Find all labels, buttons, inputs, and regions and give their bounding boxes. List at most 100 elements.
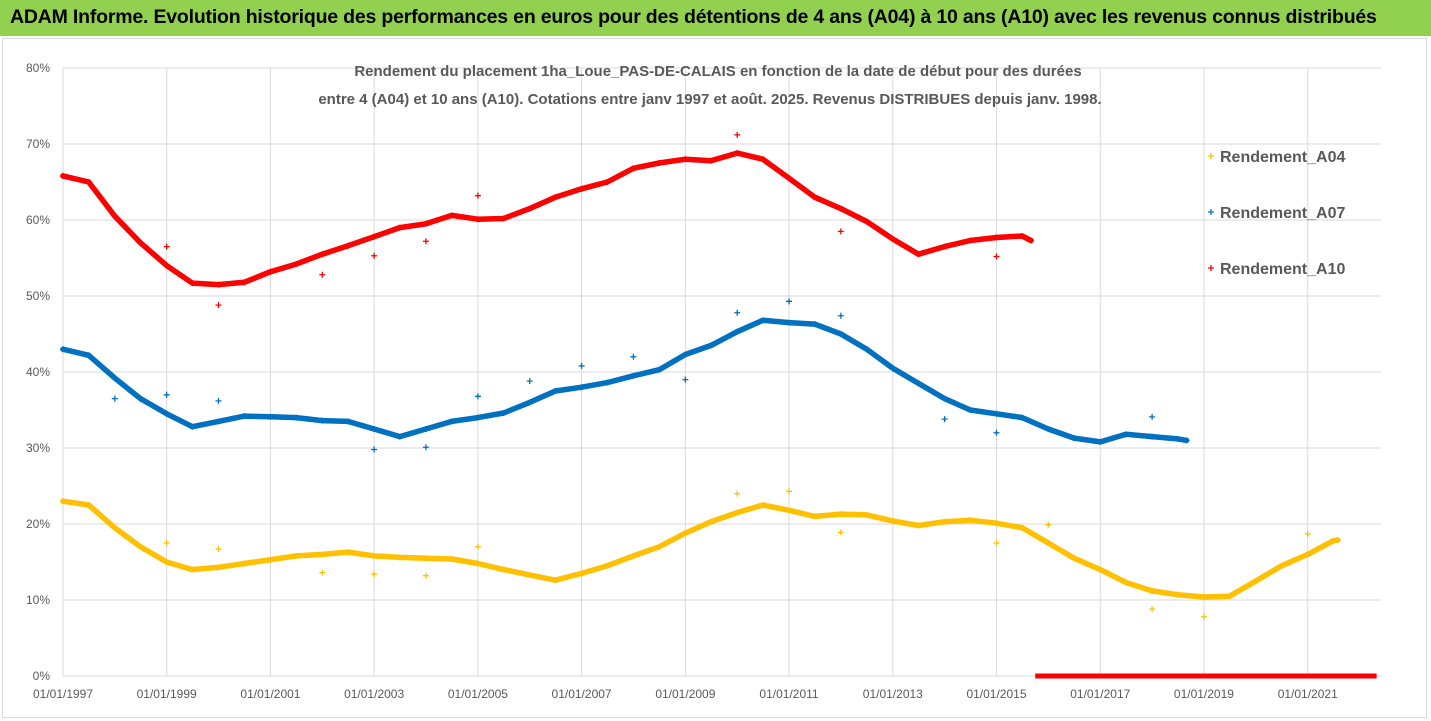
chart-frame	[2, 38, 1427, 718]
outlier-point	[682, 376, 689, 383]
data-point	[500, 215, 507, 222]
data-point	[319, 251, 326, 258]
data-point	[811, 513, 818, 520]
data-point	[293, 552, 300, 559]
gridlines	[62, 67, 1381, 677]
x-tick-label: 01/01/2011	[759, 687, 818, 701]
data-point	[474, 414, 481, 421]
data-point	[837, 205, 844, 212]
y-tick-label: 20%	[26, 517, 50, 531]
data-point	[1027, 237, 1034, 244]
outlier-point	[215, 546, 222, 553]
data-point	[578, 384, 585, 391]
data-point	[1226, 593, 1233, 600]
data-point	[941, 395, 948, 402]
data-point	[215, 564, 222, 571]
data-point	[344, 549, 351, 556]
outlier-point	[786, 488, 793, 495]
outlier-point	[474, 192, 481, 199]
data-point	[111, 524, 118, 531]
data-point	[708, 518, 715, 525]
data-point	[682, 156, 689, 163]
data-point	[215, 418, 222, 425]
outlier-point	[111, 395, 118, 402]
outlier-point	[734, 490, 741, 497]
y-tick-label: 70%	[26, 137, 50, 151]
legend-marker	[1208, 265, 1214, 271]
data-point	[915, 251, 922, 258]
data-point	[293, 414, 300, 421]
data-point	[1097, 438, 1104, 445]
data-point	[241, 560, 248, 567]
data-point	[267, 268, 274, 275]
outlier-point	[371, 252, 378, 259]
data-point	[163, 559, 170, 565]
data-point	[604, 562, 611, 569]
data-point	[1304, 551, 1311, 558]
outlier-point	[786, 298, 793, 305]
outlier-point	[422, 572, 429, 579]
data-point	[630, 372, 637, 379]
legend-marker	[1208, 209, 1214, 215]
data-point	[734, 328, 741, 335]
data-point	[474, 560, 481, 567]
x-tick-label: 01/01/2003	[344, 687, 404, 701]
header-banner: ADAM Informe. Evolution historique des p…	[0, 0, 1431, 36]
data-point	[526, 571, 533, 578]
data-point	[215, 281, 222, 288]
data-point	[837, 331, 844, 337]
outlier-point	[734, 131, 741, 138]
data-point	[889, 365, 896, 372]
x-tick-label: 01/01/2019	[1174, 687, 1234, 701]
data-point	[993, 520, 1000, 527]
outlier-point	[837, 228, 844, 235]
data-point	[656, 543, 663, 550]
outlier-point	[993, 540, 1000, 546]
data-point	[967, 237, 974, 244]
y-tick-label: 80%	[26, 61, 50, 75]
data-point	[1252, 578, 1259, 584]
data-point	[1045, 426, 1052, 432]
data-point	[552, 194, 559, 201]
data-point	[1122, 431, 1129, 438]
data-point	[344, 418, 351, 425]
data-point	[474, 216, 481, 223]
data-point	[1122, 579, 1129, 586]
data-point	[604, 179, 611, 185]
series-Rendement_A04	[60, 488, 1341, 620]
outlier-point	[422, 238, 429, 245]
y-tick-label: 60%	[26, 213, 50, 227]
data-point	[993, 410, 1000, 417]
x-tick-label: 01/01/2021	[1278, 687, 1338, 701]
outlier-point	[630, 353, 637, 360]
data-point	[137, 395, 144, 402]
data-point	[863, 511, 870, 518]
data-point	[863, 346, 870, 353]
outlier-point	[993, 429, 1000, 436]
data-point	[578, 570, 585, 577]
series-group	[60, 131, 1377, 679]
data-point	[1200, 593, 1207, 600]
x-tick-label: 01/01/2017	[1070, 687, 1130, 701]
data-point	[500, 566, 507, 573]
data-point	[1019, 524, 1026, 531]
data-point	[422, 220, 429, 227]
data-point	[241, 279, 248, 286]
data-point	[682, 351, 689, 358]
data-point	[526, 399, 533, 406]
data-point	[863, 218, 870, 225]
data-point	[786, 175, 793, 182]
outlier-point	[941, 416, 948, 423]
legend: Rendement_A04 Rendement_A07 Rendement_A10	[1208, 149, 1345, 278]
data-point	[786, 319, 793, 326]
data-point	[448, 212, 455, 219]
data-point	[811, 321, 818, 328]
data-point	[837, 511, 844, 518]
data-point	[293, 261, 300, 268]
y-tick-label: 50%	[26, 289, 50, 303]
data-point	[759, 156, 766, 163]
data-point	[189, 423, 196, 430]
outlier-point	[163, 243, 170, 250]
data-point	[604, 379, 611, 386]
data-point	[993, 234, 1000, 241]
